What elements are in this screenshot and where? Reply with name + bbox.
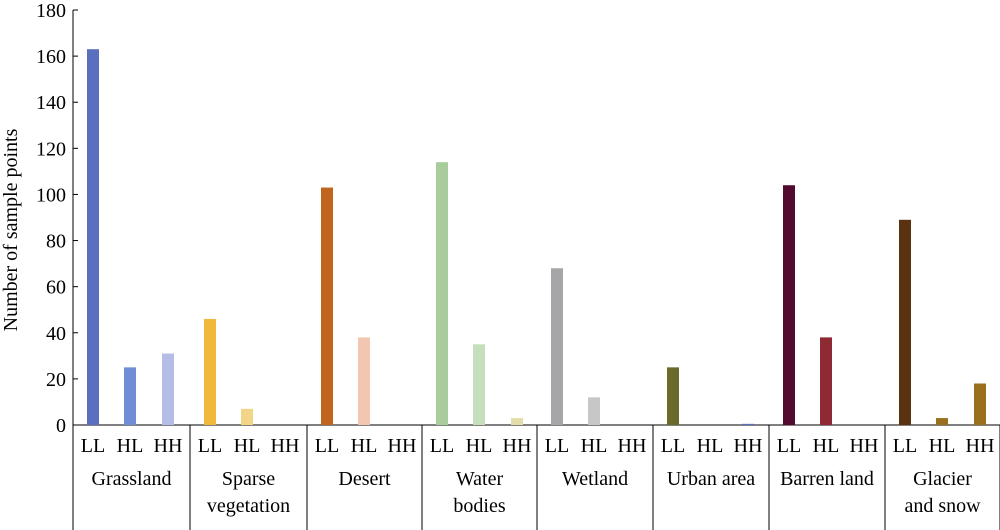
y-tick-label: 60 [46, 277, 66, 299]
subcategory-label: LL [777, 435, 801, 457]
subcategory-label: HL [117, 435, 144, 457]
y-tick-label: 0 [56, 415, 66, 437]
bar-hl [241, 408, 253, 425]
subcategory-label: HH [388, 435, 417, 457]
category-label: Water [456, 468, 504, 490]
bar-ll [436, 162, 448, 425]
subcategory-label: HL [351, 435, 378, 457]
subcategory-label: HH [154, 435, 183, 457]
subcategory-label: HL [929, 435, 956, 457]
category-label: Wetland [562, 468, 628, 490]
y-tick-label: 140 [36, 92, 66, 114]
bar-hl [588, 397, 600, 425]
bar-hl [473, 344, 485, 425]
bar-hh [974, 383, 986, 425]
bar-ll [899, 219, 911, 425]
bar-hh [511, 418, 523, 425]
bar-ll [204, 318, 216, 425]
category-label: vegetation [207, 495, 290, 517]
subcategory-label: HH [734, 435, 763, 457]
y-tick-label: 160 [36, 46, 66, 68]
subcategory-label: HH [966, 435, 995, 457]
category-label: Glacier [913, 468, 972, 490]
subcategory-label: LL [661, 435, 685, 457]
subcategory-label: LL [893, 435, 917, 457]
bar-ll [321, 187, 333, 425]
category-label: Sparse [222, 468, 275, 490]
bar-ll [783, 185, 795, 425]
subcategory-label: HH [850, 435, 879, 457]
bar-ll [551, 268, 563, 425]
category-label: Grassland [92, 468, 172, 490]
bar-hh [162, 353, 174, 425]
subcategory-label: LL [81, 435, 105, 457]
subcategory-label: HL [697, 435, 724, 457]
subcategory-label: HL [813, 435, 840, 457]
category-label: and snow [904, 495, 981, 517]
bar-ll [667, 367, 679, 425]
y-tick-label: 100 [36, 184, 66, 206]
y-axis-title: Number of sample points [0, 128, 22, 331]
category-label: Desert [338, 468, 391, 490]
category-label: Barren land [780, 468, 874, 490]
bar-hh [742, 423, 754, 425]
bar-ll [87, 49, 99, 425]
subcategory-label: HH [503, 435, 532, 457]
y-tick-label: 180 [36, 0, 66, 22]
subcategory-label: HH [271, 435, 300, 457]
category-label: Urban area [667, 468, 755, 490]
category-label: bodies [453, 495, 505, 517]
bar-hl [124, 367, 136, 425]
bar-hl [936, 418, 948, 425]
y-tick-label: 120 [36, 138, 66, 160]
y-tick-label: 20 [46, 369, 66, 391]
subcategory-label: HH [618, 435, 647, 457]
subcategory-label: LL [545, 435, 569, 457]
subcategory-label: HL [581, 435, 608, 457]
subcategory-label: HL [466, 435, 493, 457]
subcategory-label: LL [315, 435, 339, 457]
subcategory-label: HL [234, 435, 261, 457]
y-tick-label: 40 [46, 323, 66, 345]
subcategory-label: LL [198, 435, 222, 457]
bar-hl [358, 337, 370, 425]
subcategory-label: LL [430, 435, 454, 457]
bar-hl [820, 337, 832, 425]
y-tick-label: 80 [46, 231, 66, 253]
